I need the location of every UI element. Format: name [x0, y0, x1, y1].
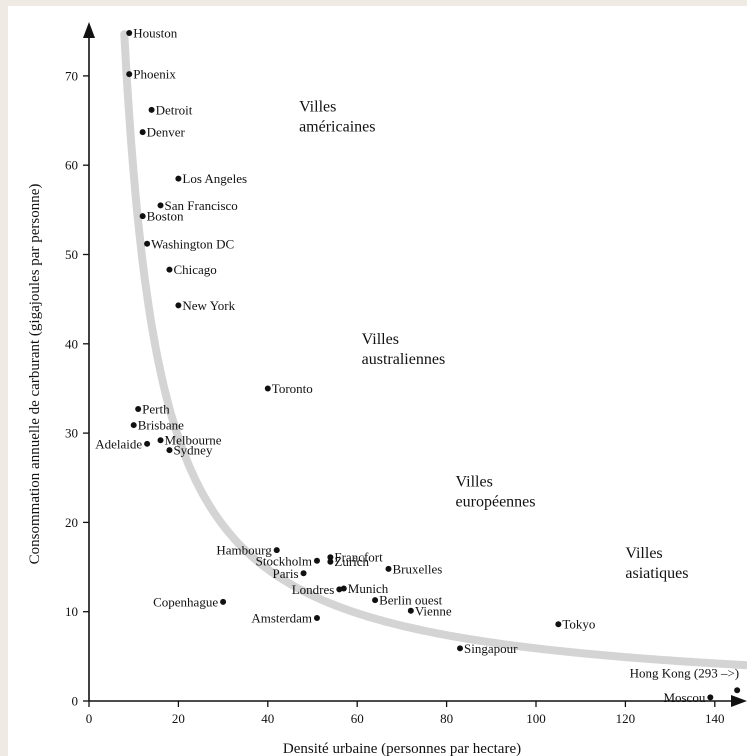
region-label: Villes européennes [456, 474, 536, 511]
x-tick-label: 0 [86, 711, 93, 726]
data-point-berlin-ouest [372, 597, 379, 604]
data-point-stockholm [313, 557, 320, 564]
axes [83, 22, 747, 707]
point-label-hong-kong-293: Hong Kong (293 –>) [630, 665, 740, 680]
data-point-munich [340, 585, 347, 592]
data-point-londres [336, 586, 343, 593]
data-point-detroit [148, 106, 155, 113]
y-tick-label: 50 [65, 247, 78, 262]
point-label-berlin-ouest: Berlin ouest [379, 593, 443, 608]
data-point-denver [139, 129, 146, 136]
data-point-houston [126, 30, 133, 37]
y-tick-label: 10 [65, 604, 78, 619]
point-label-chicago: Chicago [173, 262, 216, 277]
point-label-stockholm: Stockholm [256, 553, 312, 568]
point-label-vienne: Vienne [415, 603, 452, 618]
data-point-perth [135, 405, 142, 412]
data-point-sydney [166, 447, 173, 454]
scatter-chart: 0 20 40 60 80 100 120 140 0 10 20 30 40 50 60 70 Villes… [27, 22, 747, 756]
y-tick-label: 0 [72, 694, 79, 709]
chart-panel: 0 20 40 60 80 100 120 140 0 10 20 30 40 50 60 70 Villes… [8, 6, 747, 756]
y-tick-label: 70 [65, 68, 78, 83]
point-label-zurich: Zurich [334, 554, 369, 569]
point-label-sydney: Sydney [173, 443, 213, 458]
y-tick-label: 30 [65, 426, 78, 441]
point-label-melbourne: Melbourne [165, 433, 222, 448]
point-label-francfort: Francfort [334, 550, 383, 565]
data-point-toronto [264, 385, 271, 392]
x-axis-arrow [731, 695, 747, 707]
data-point-copenhague [220, 598, 227, 605]
data-point-chicago [166, 266, 173, 273]
data-point-los-angeles [175, 175, 182, 182]
data-point-brisbane [130, 422, 137, 429]
y-axis-title: Consommation annuelle de carburant (giga… [27, 184, 43, 565]
point-label-tokyo: Tokyo [562, 617, 595, 632]
point-label-detroit: Detroit [156, 102, 193, 117]
y-tick-label: 60 [65, 158, 78, 173]
region-labels: Villes américaines Villes australiennes Vill… [299, 99, 688, 582]
point-label-adelaide: Adelaide [95, 436, 142, 451]
point-label-denver: Denver [147, 125, 186, 140]
y-tick-label: 40 [65, 336, 78, 351]
point-label-boston: Boston [147, 209, 184, 224]
data-point-adelaide [144, 440, 151, 447]
data-point-new-york [175, 302, 182, 309]
data-point-san-francisco [157, 202, 164, 209]
point-label-munich: Munich [348, 581, 389, 596]
point-label-copenhague: Copenhague [153, 594, 218, 609]
data-point-bruxelles [385, 565, 392, 572]
region-label: Villes asiatiques [625, 545, 688, 582]
x-tick-label: 60 [351, 711, 364, 726]
point-label-bruxelles: Bruxelles [392, 561, 442, 576]
point-label-new-york: New York [182, 298, 235, 313]
data-point-phoenix [126, 71, 133, 78]
data-point-hambourg [273, 547, 280, 554]
data-point-moscou [707, 694, 714, 701]
data-point-melbourne [157, 437, 164, 444]
point-label-amsterdam: Amsterdam [251, 610, 312, 625]
point-label-toronto: Toronto [272, 381, 313, 396]
reciprocal-trend-curve [120, 30, 747, 670]
point-label-phoenix: Phoenix [133, 67, 176, 82]
trend-curve-layer [120, 30, 747, 670]
point-label-singapour: Singapour [464, 641, 518, 656]
axis-ticks: 0 20 40 60 80 100 120 140 0 10 20 30 40 50 60 70 [65, 68, 725, 726]
data-points: Houston Phoenix Detroit Denver Los Angeles Sa… [95, 26, 741, 705]
data-point-amsterdam [313, 614, 320, 621]
data-point-washington-dc [144, 240, 151, 247]
data-point-singapour [457, 645, 464, 652]
region-label: Villes australiennes [362, 331, 446, 368]
point-label-los-angeles: Los Angeles [182, 171, 247, 186]
x-tick-label: 100 [526, 711, 546, 726]
point-label-houston: Houston [133, 26, 178, 41]
point-label-hambourg: Hambourg [216, 543, 272, 558]
point-label-paris: Paris [273, 566, 299, 581]
x-tick-label: 40 [261, 711, 274, 726]
data-point-zurich [327, 558, 334, 565]
x-tick-label: 20 [172, 711, 185, 726]
x-tick-label: 140 [705, 711, 725, 726]
point-label-washington-dc: Washington DC [151, 236, 234, 251]
y-tick-label: 20 [65, 515, 78, 530]
y-axis-arrow [83, 22, 95, 38]
point-label-san-francisco: San Francisco [165, 198, 238, 213]
point-label-perth: Perth [142, 401, 170, 416]
x-axis-title: Densité urbaine (personnes par hectare) [283, 741, 521, 756]
data-point-tokyo [555, 621, 562, 628]
data-point-vienne [407, 607, 414, 614]
data-point-boston [139, 213, 146, 220]
point-label-brisbane: Brisbane [138, 418, 184, 433]
data-point-hong-kong-293 [734, 687, 741, 694]
region-label: Villes américaines [299, 99, 375, 136]
data-point-francfort [327, 554, 334, 561]
data-point-paris [300, 570, 307, 577]
x-tick-label: 80 [440, 711, 453, 726]
point-label-londres: Londres [292, 582, 335, 597]
x-tick-label: 120 [616, 711, 636, 726]
point-label-moscou: Moscou [663, 690, 705, 705]
